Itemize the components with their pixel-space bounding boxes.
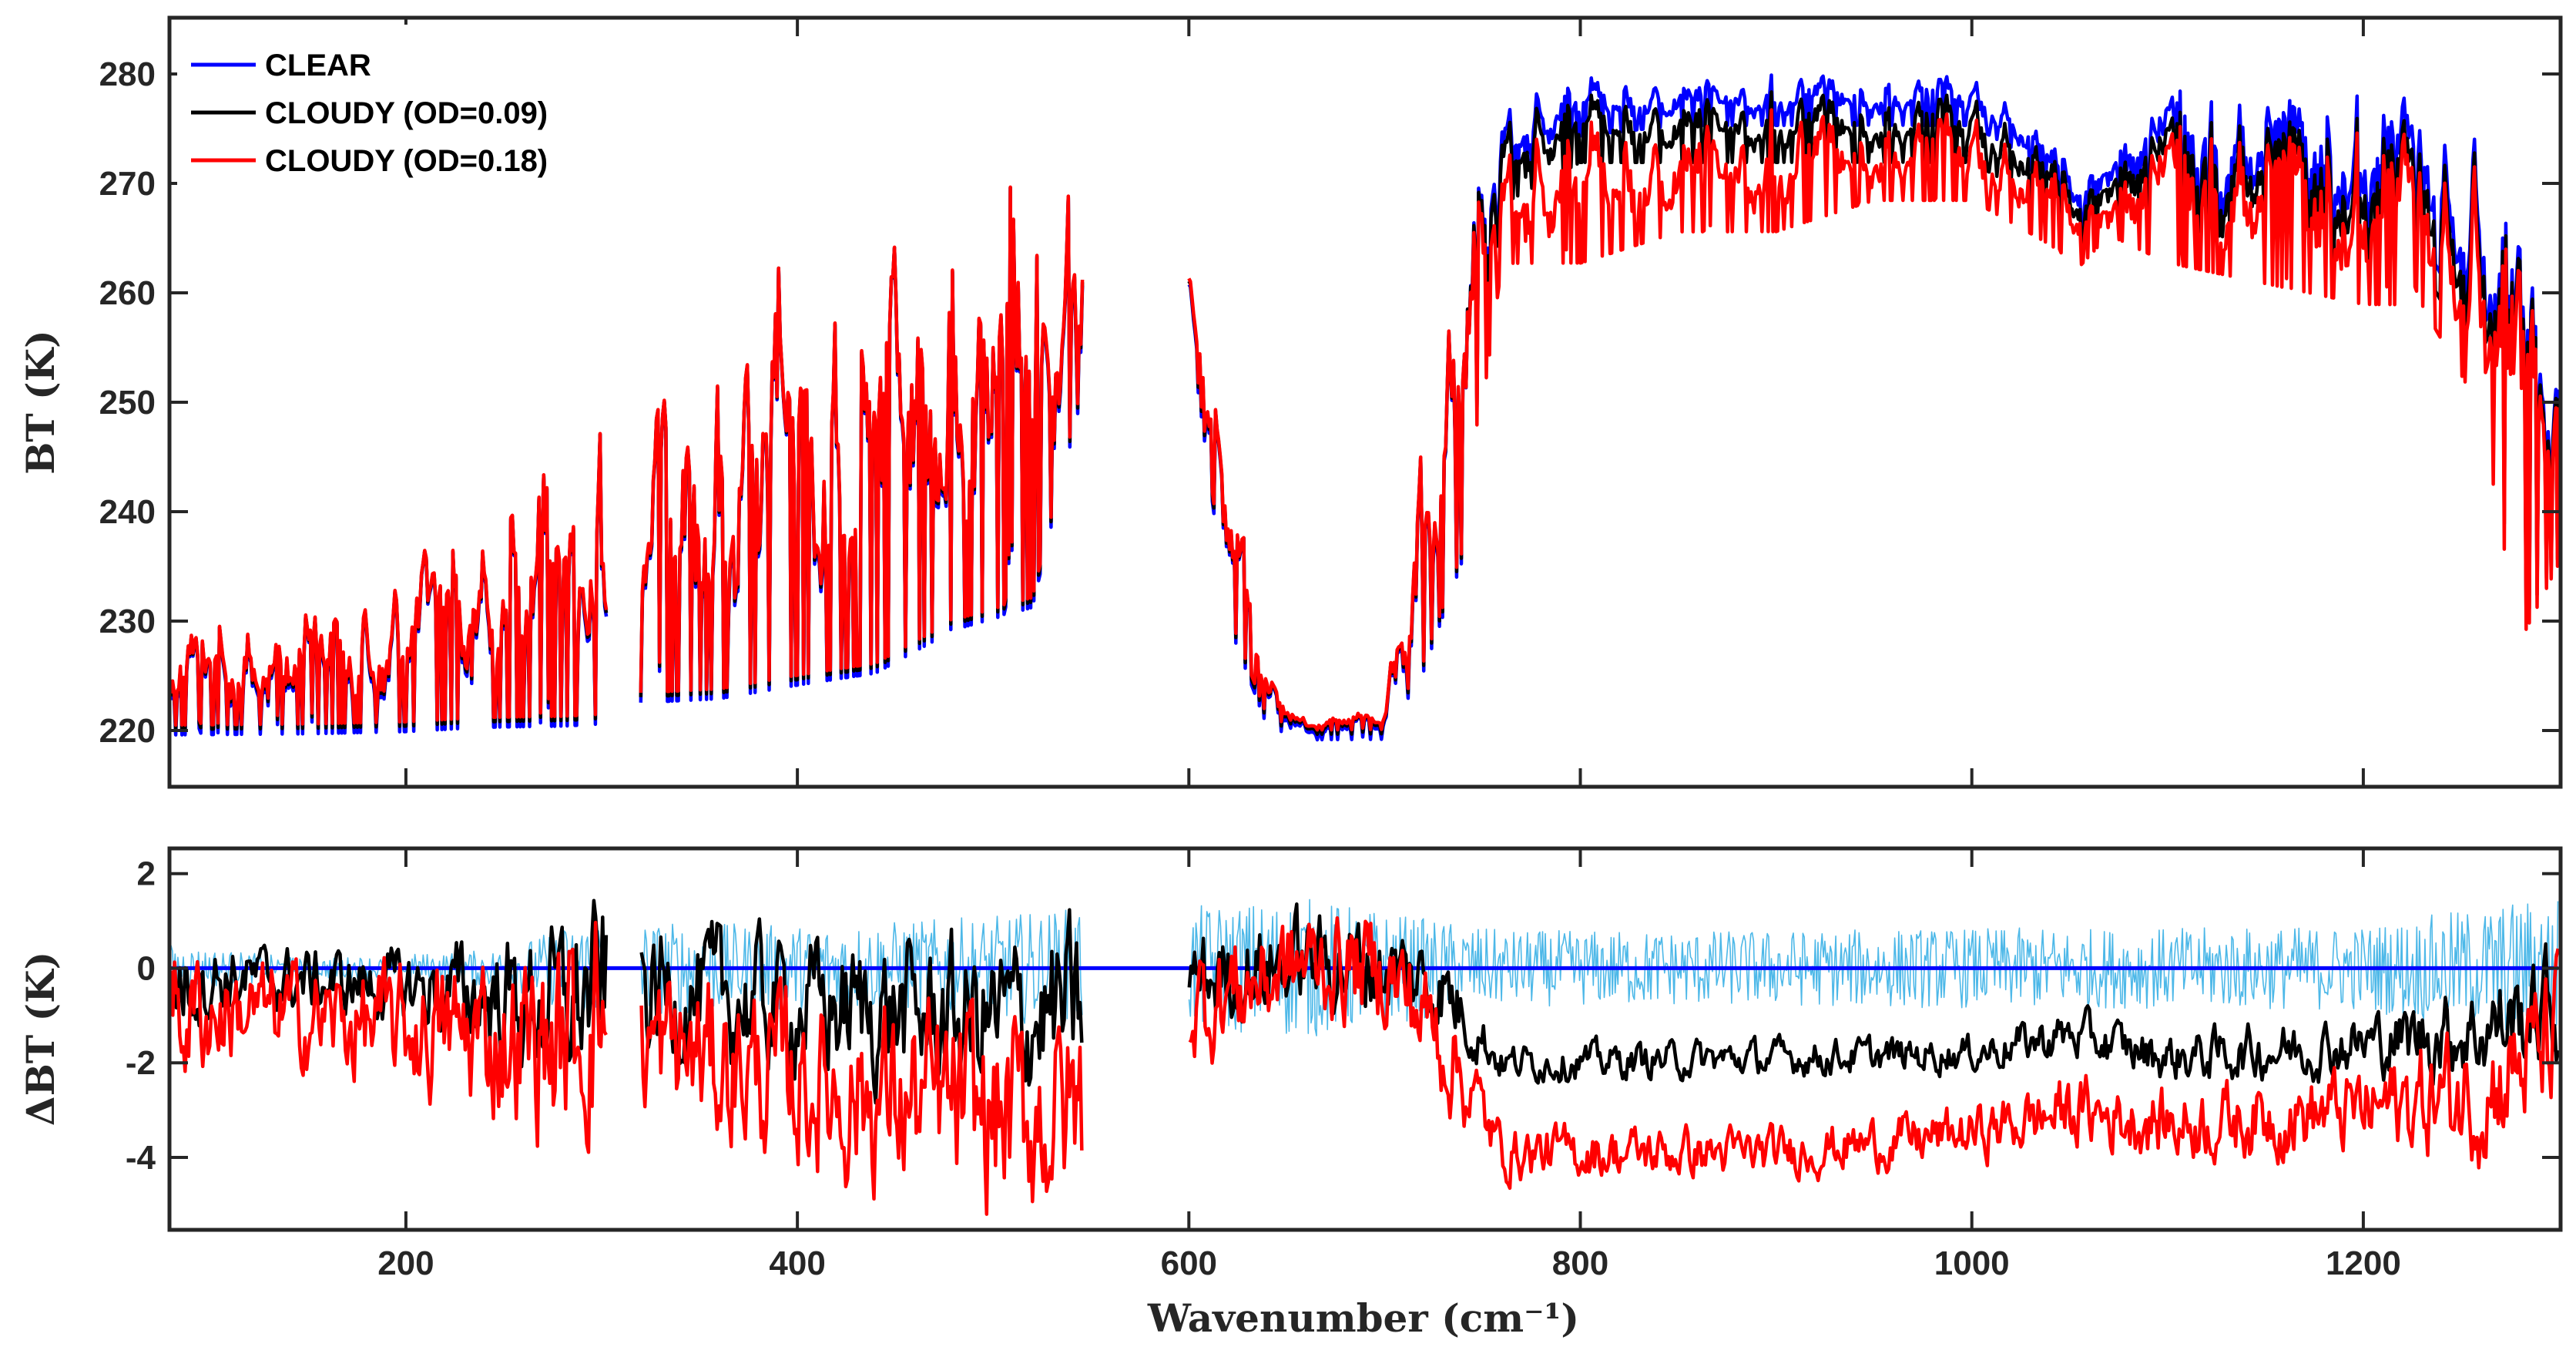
top-axes-box <box>167 15 2563 789</box>
legend-label: CLOUDY (OD=0.09) <box>265 96 548 130</box>
legend: CLEAR CLOUDY (OD=0.09) CLOUDY (OD=0.18) <box>177 25 639 186</box>
legend-label: CLOUDY (OD=0.18) <box>265 144 548 178</box>
y-tick-label: -2 <box>126 1044 156 1082</box>
x-axis-title: Wavenumber (cm⁻¹) <box>1147 1295 1579 1341</box>
y-tick-label: 280 <box>99 55 156 93</box>
bottom-panel-delta-bt: 200 400 600 800 1000 1200 -4 -2 0 2 ΔBT (K) Wave… <box>18 846 2563 1341</box>
y-tick-label: 0 <box>137 949 156 987</box>
legend-label: CLEAR <box>265 49 371 82</box>
bottom-y-axis-title: ΔBT (K) <box>18 952 63 1126</box>
x-tick-label: 1000 <box>1934 1244 2010 1282</box>
delta-series-line-cloudy-od-0-18- <box>171 915 2559 1216</box>
x-tick-label: 600 <box>1161 1244 1217 1282</box>
y-tick-label: 240 <box>99 493 156 531</box>
y-tick-label: -4 <box>126 1139 156 1177</box>
top-panel-brightness-temperature: 220 230 240 250 260 270 280 BT (K) CLEAR CLOUDY… <box>18 15 2563 789</box>
top-y-axis-title: BT (K) <box>18 330 63 475</box>
y-tick-label: 270 <box>99 165 156 203</box>
y-tick-label: 2 <box>137 855 156 893</box>
bottom-axes-box <box>167 846 2563 1232</box>
x-tick-label: 400 <box>769 1244 825 1282</box>
x-tick-label: 800 <box>1552 1244 1608 1282</box>
y-tick-label: 230 <box>99 603 156 640</box>
series-line-cloudy-od-0-18- <box>171 108 2559 732</box>
y-tick-label: 260 <box>99 274 156 312</box>
y-tick-label: 220 <box>99 712 156 750</box>
y-tick-label: 250 <box>99 384 156 422</box>
x-tick-label: 200 <box>377 1244 434 1282</box>
x-tick-label: 1200 <box>2326 1244 2401 1282</box>
